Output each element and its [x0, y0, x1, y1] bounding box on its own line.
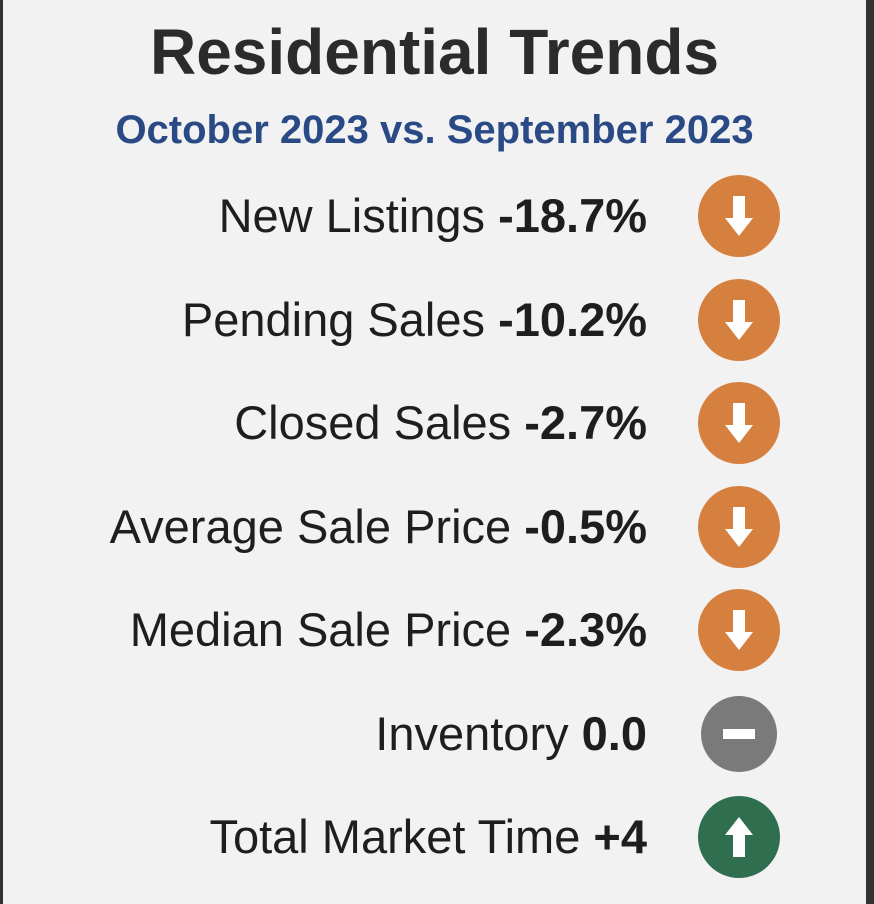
subtitle: October 2023 vs. September 2023 — [115, 108, 754, 152]
trend-icon — [698, 796, 780, 878]
metric-label: Average Sale Price — [109, 499, 512, 553]
metric-row: Inventory 0.0 — [3, 704, 647, 764]
trend-icon — [698, 175, 780, 257]
trend-glyph — [723, 728, 755, 739]
metric-row: Total Market Time +4 — [3, 807, 647, 867]
metric-label: Pending Sales — [181, 292, 486, 346]
title: Residential Trends — [149, 16, 720, 88]
trend-icon — [698, 278, 780, 361]
metric-label: New Listings — [218, 189, 486, 242]
metric-label: Inventory — [375, 706, 569, 760]
metric-label: Total Market Time — [209, 810, 581, 863]
metric-value: -0.5% — [524, 499, 647, 553]
trend-glyph — [725, 506, 753, 547]
trend-icon — [701, 695, 777, 772]
trend-icon — [698, 485, 780, 568]
trend-glyph — [725, 196, 753, 236]
metric-row: New Listings -18.7% — [3, 186, 647, 246]
metric-value: -2.3% — [524, 603, 647, 656]
trend-icon — [698, 382, 780, 464]
metric-value: +4 — [593, 810, 647, 863]
metric-row: Median Sale Price -2.3% — [3, 600, 647, 660]
trend-icon — [698, 589, 780, 671]
metric-value: -10.2% — [498, 292, 647, 346]
metric-row: Closed Sales -2.7% — [3, 393, 647, 453]
metric-label: Median Sale Price — [129, 603, 512, 656]
metric-value: -2.7% — [524, 396, 647, 449]
trend-glyph — [725, 817, 753, 857]
trend-glyph — [725, 610, 753, 650]
metric-row: Average Sale Price -0.5% — [3, 497, 647, 557]
metric-value: -18.7% — [498, 189, 647, 242]
metric-row: Pending Sales -10.2% — [3, 290, 647, 350]
trend-glyph — [725, 403, 753, 443]
metric-label: Closed Sales — [234, 396, 512, 449]
metric-value: 0.0 — [581, 706, 647, 760]
trend-glyph — [725, 299, 753, 340]
